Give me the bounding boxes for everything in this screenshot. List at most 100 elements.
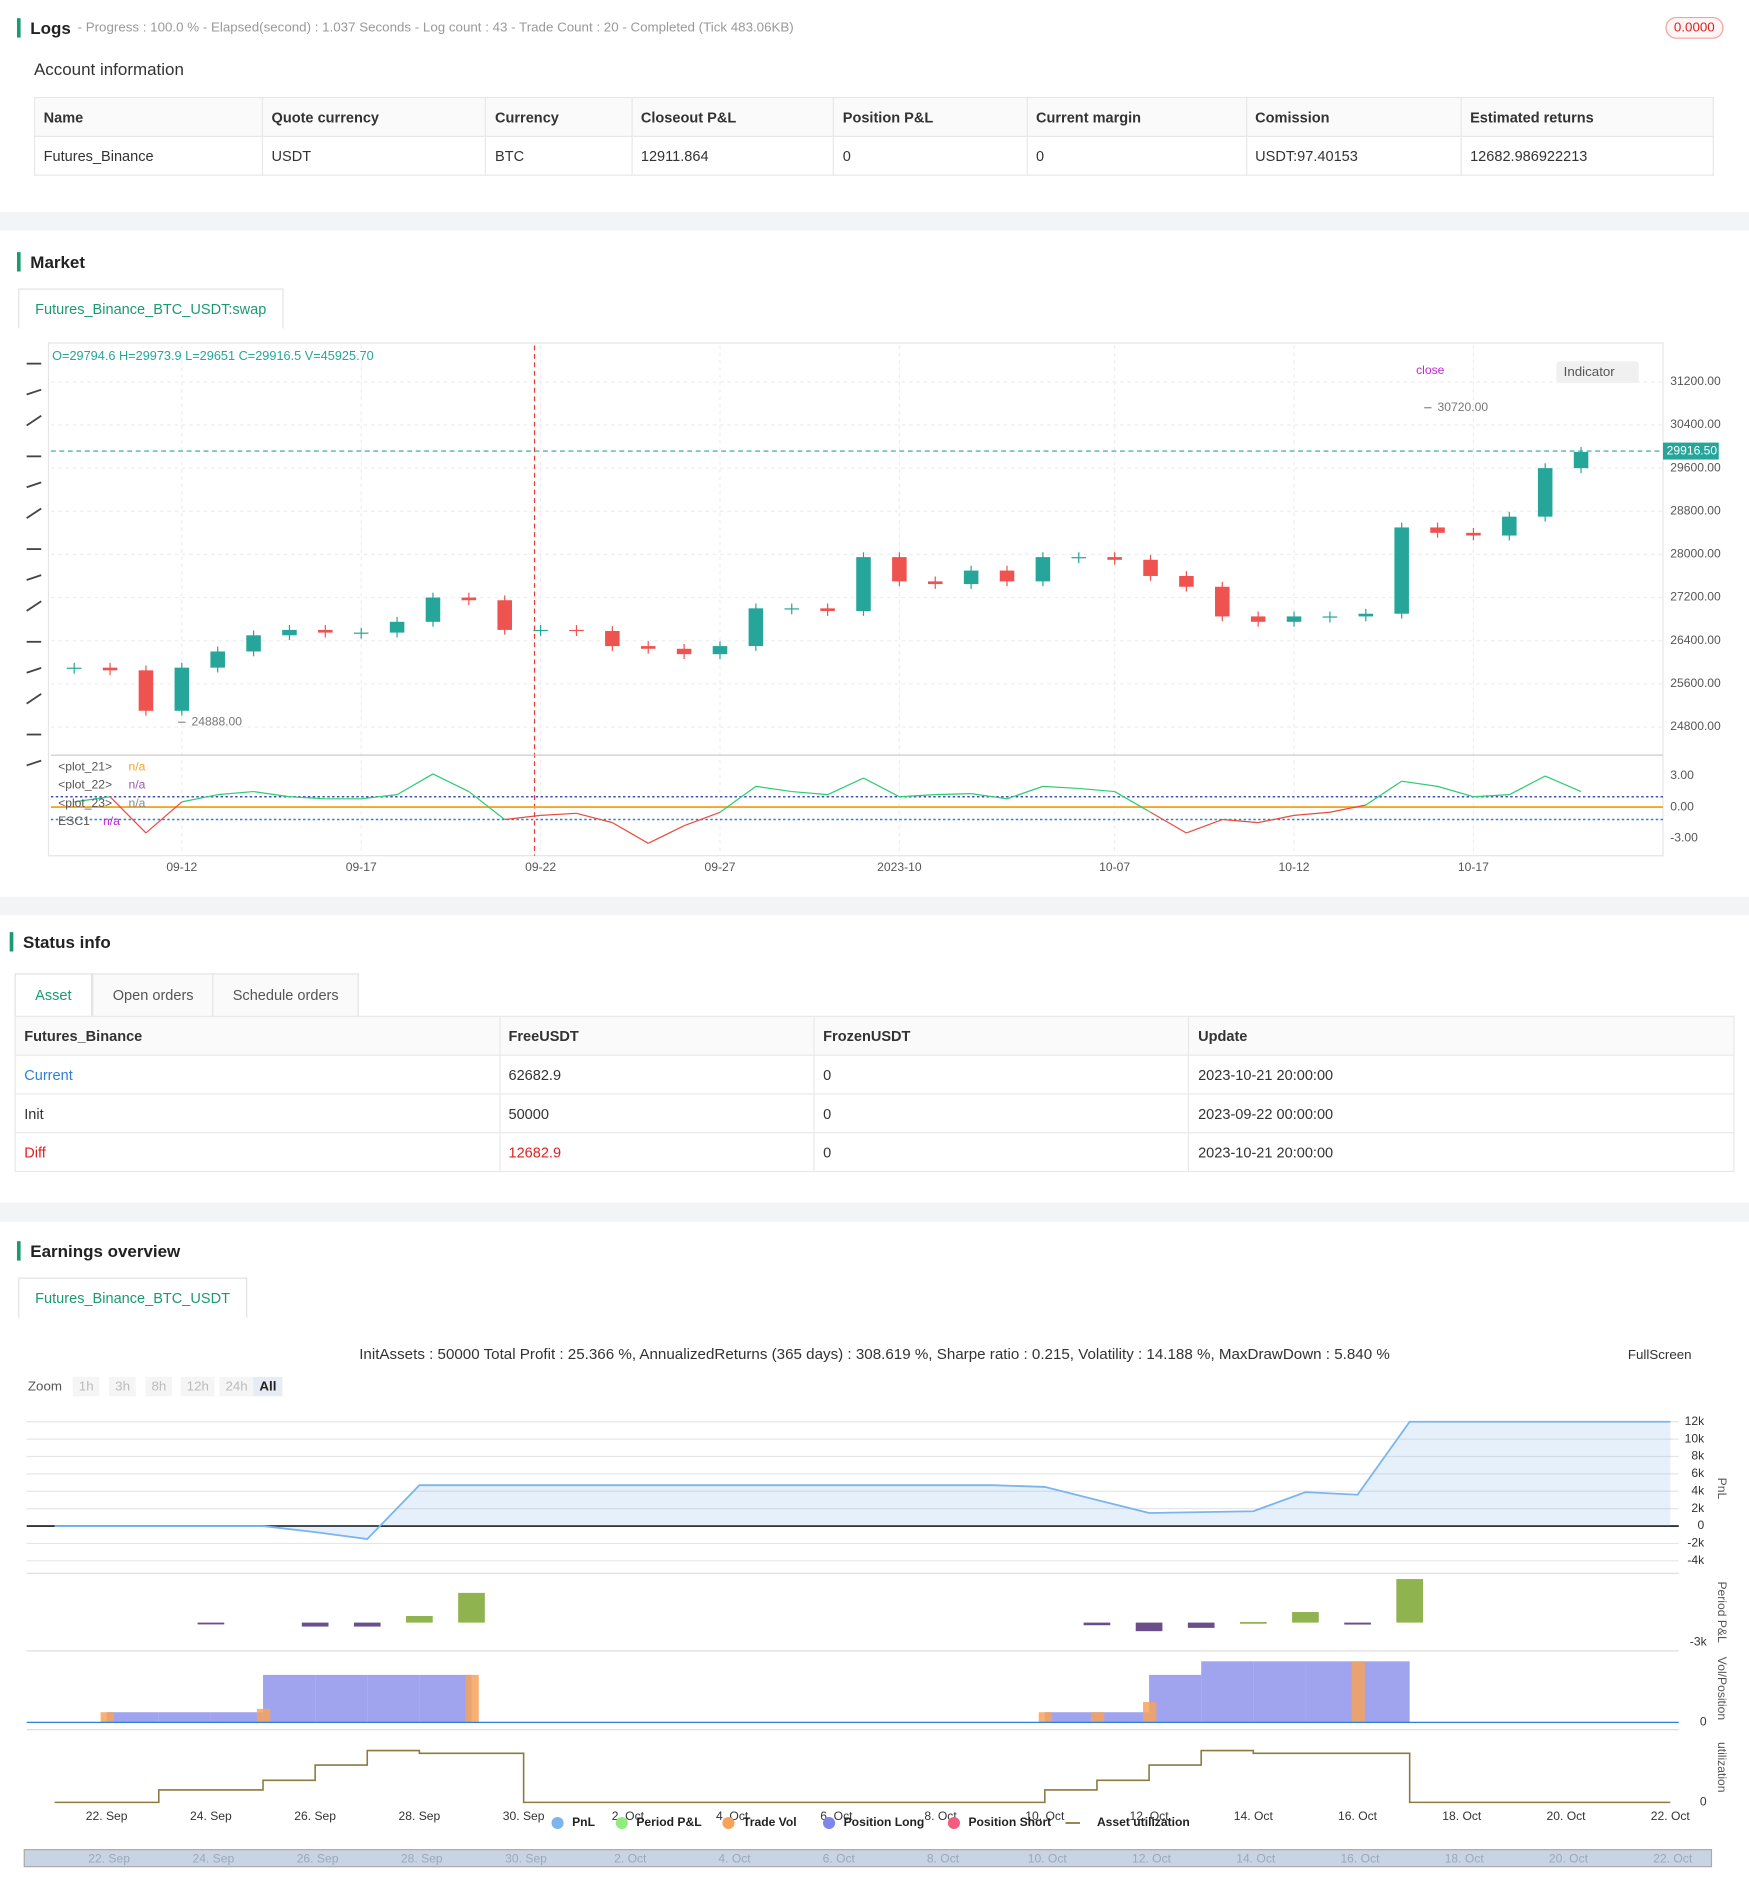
zoom-button[interactable]: All bbox=[253, 1376, 283, 1397]
zoom-button[interactable]: 12h bbox=[180, 1376, 215, 1397]
cell: 62682.9 bbox=[498, 1054, 815, 1095]
zoom-button[interactable]: 24h bbox=[219, 1376, 254, 1397]
status-tab[interactable]: Schedule orders bbox=[212, 973, 360, 1016]
candle bbox=[820, 608, 835, 612]
utilization-line bbox=[54, 1749, 1671, 1804]
y-tick-label: 0.00 bbox=[1670, 799, 1694, 813]
candle bbox=[210, 651, 225, 668]
trade-vol bbox=[1090, 1712, 1105, 1723]
candle bbox=[174, 667, 190, 711]
navigator-label: 26. Sep bbox=[297, 1852, 339, 1866]
navigator bbox=[23, 1849, 1713, 1868]
candle bbox=[461, 597, 477, 601]
cell: 0 bbox=[813, 1093, 1190, 1134]
indicator-button[interactable]: Indicator bbox=[1556, 361, 1640, 384]
status-table: Futures_Binance FreeUSDT FrozenUSDT Update C… bbox=[14, 1015, 1735, 1173]
period-bar bbox=[1292, 1612, 1319, 1623]
candle bbox=[1466, 532, 1481, 536]
candle bbox=[533, 629, 548, 632]
x-tick-label: 09-22 bbox=[525, 860, 556, 874]
fullscreen[interactable]: FullScreen bbox=[1627, 1347, 1692, 1363]
zoom-button[interactable]: 8h bbox=[145, 1376, 173, 1397]
cell: Current bbox=[14, 1054, 500, 1095]
candle bbox=[1502, 516, 1517, 536]
navigator-label: 6. Oct bbox=[823, 1852, 856, 1866]
y-tick-label: -4k bbox=[1687, 1553, 1705, 1567]
header-cell: Current margin bbox=[1026, 96, 1247, 137]
y-tick-label: 30400.00 bbox=[1670, 417, 1721, 431]
axis-title: utilization bbox=[1715, 1742, 1729, 1792]
cell: 0 bbox=[833, 135, 1028, 176]
legend-item: PnL bbox=[572, 1815, 595, 1829]
period-bar bbox=[1396, 1579, 1424, 1623]
close-label: close bbox=[1416, 363, 1445, 377]
period-bar bbox=[301, 1622, 329, 1627]
position-long bbox=[1305, 1661, 1358, 1723]
tool-icon bbox=[26, 600, 42, 612]
y-tick-label: -3k bbox=[1690, 1635, 1708, 1649]
tool-icon bbox=[26, 481, 42, 489]
candle bbox=[282, 629, 297, 636]
summary: InitAssets : 50000 Total Profit : 25.366… bbox=[359, 1345, 1390, 1363]
candle bbox=[605, 630, 620, 647]
position-long bbox=[263, 1674, 316, 1723]
osc-segment bbox=[1329, 804, 1366, 813]
tool-icon bbox=[26, 388, 42, 396]
cell: 0 bbox=[813, 1054, 1190, 1095]
y-tick-label: 26400.00 bbox=[1670, 633, 1721, 647]
market-tab[interactable]: Futures_Binance_BTC_USDT:swap bbox=[18, 288, 284, 329]
candle bbox=[353, 632, 369, 634]
y-tick-label: 29600.00 bbox=[1670, 460, 1721, 474]
y-tick-label: 28000.00 bbox=[1670, 547, 1721, 561]
navigator-label: 14. Oct bbox=[1236, 1852, 1276, 1866]
osc-segment bbox=[1186, 818, 1223, 834]
candle bbox=[1286, 616, 1302, 622]
navigator-label: 8. Oct bbox=[927, 1852, 960, 1866]
separator bbox=[0, 896, 1749, 916]
tool-icon bbox=[26, 507, 42, 519]
position-long bbox=[1201, 1661, 1254, 1723]
annotation-label: 30720.00 bbox=[1438, 400, 1489, 414]
x-tick-label: 20. Oct bbox=[1547, 1809, 1587, 1823]
trade-vol bbox=[1143, 1702, 1157, 1723]
navigator-label: 24. Sep bbox=[192, 1852, 234, 1866]
osc-segment bbox=[468, 791, 506, 820]
tool-icon bbox=[26, 574, 42, 581]
zoom-button[interactable]: 3h bbox=[109, 1376, 137, 1397]
candle bbox=[1322, 616, 1338, 618]
period-bar bbox=[458, 1592, 485, 1623]
candle bbox=[425, 597, 441, 622]
status-tab[interactable]: Open orders bbox=[92, 973, 215, 1016]
legend-value: n/a bbox=[128, 778, 145, 792]
navigator-label: 4. Oct bbox=[718, 1852, 751, 1866]
x-tick-label: 12. Oct bbox=[1130, 1809, 1170, 1823]
candle bbox=[389, 621, 405, 633]
legend-value: n/a bbox=[103, 814, 120, 828]
osc-segment bbox=[935, 793, 972, 796]
candle bbox=[1143, 559, 1158, 576]
candle bbox=[1107, 557, 1122, 560]
x-tick-label: 09-27 bbox=[704, 860, 735, 874]
period-bar bbox=[1187, 1622, 1215, 1628]
osc-segment bbox=[540, 812, 577, 816]
zoom-button[interactable]: 1h bbox=[72, 1376, 100, 1397]
osc-segment bbox=[74, 796, 111, 803]
y-tick-label: 24800.00 bbox=[1670, 719, 1721, 733]
osc-segment bbox=[217, 790, 254, 796]
status-tab[interactable]: Asset bbox=[14, 973, 93, 1016]
osc-segment bbox=[1042, 785, 1079, 790]
candle bbox=[1394, 527, 1409, 614]
earnings-tab[interactable]: Futures_Binance_BTC_USDT bbox=[18, 1277, 247, 1318]
navigator-label: 2. Oct bbox=[614, 1852, 647, 1866]
navigator-label: 12. Oct bbox=[1132, 1852, 1172, 1866]
legend-item: Position Long bbox=[844, 1815, 925, 1829]
header-cell: Name bbox=[33, 96, 264, 137]
position-long bbox=[1096, 1712, 1150, 1723]
x-tick-label: 16. Oct bbox=[1338, 1809, 1378, 1823]
osc-segment bbox=[1365, 780, 1403, 806]
x-tick-label: 30. Sep bbox=[503, 1809, 545, 1823]
position-long bbox=[106, 1712, 159, 1723]
x-tick-label: 10-17 bbox=[1458, 860, 1489, 874]
legend-symbol bbox=[615, 1816, 628, 1830]
header-cell: Update bbox=[1188, 1015, 1735, 1056]
